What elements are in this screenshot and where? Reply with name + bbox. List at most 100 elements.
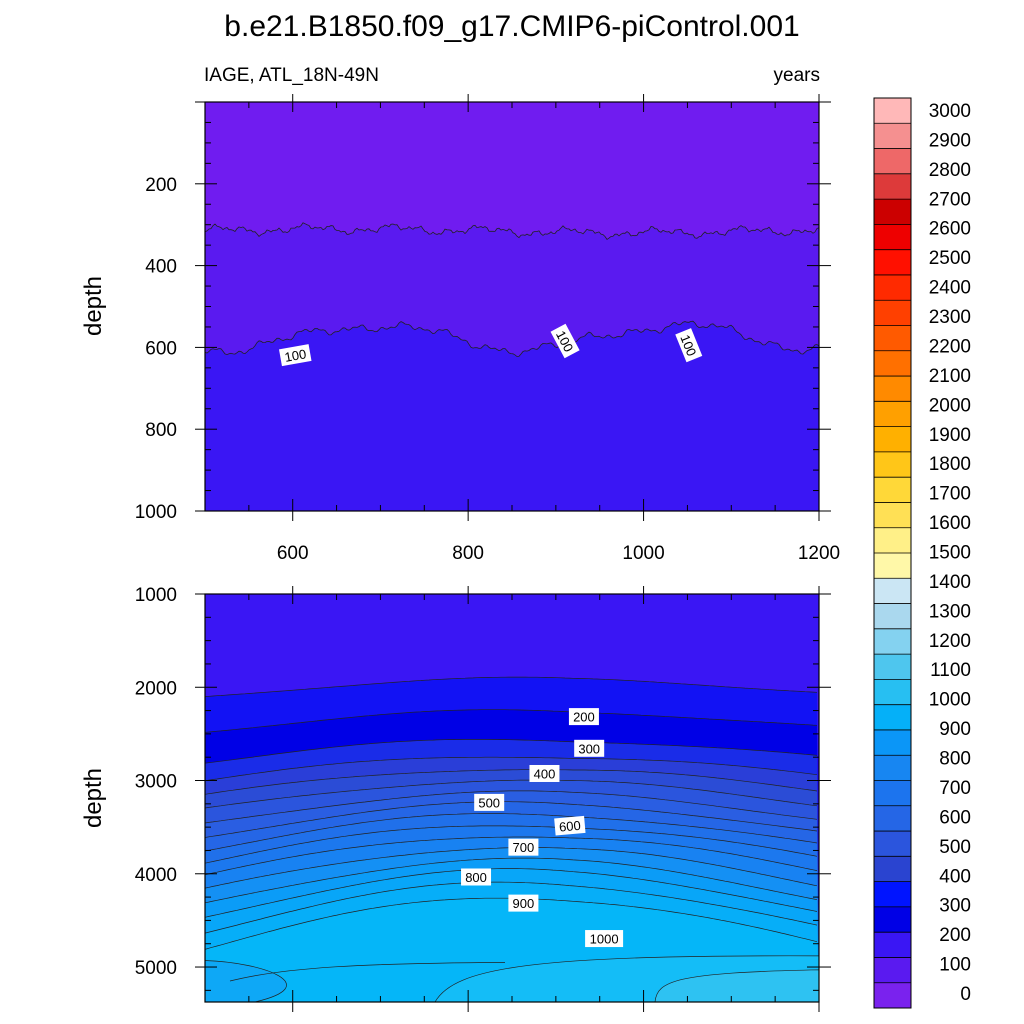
bottom-contour-line xyxy=(434,955,819,1002)
colorbar-label: 1200 xyxy=(929,631,971,652)
colorbar-swatch xyxy=(874,502,911,529)
bottom-contour-line xyxy=(205,790,818,824)
colorbar-label: 300 xyxy=(939,896,971,917)
bottom-contour-label-text: 600 xyxy=(558,818,581,835)
bottom-contour-label: 900 xyxy=(508,894,539,912)
bottom-contour-line xyxy=(205,881,818,934)
bottom-y-tick-label: 5000 xyxy=(135,958,177,979)
colorbar-label: 0 xyxy=(960,984,971,1005)
bottom-contour-label: 500 xyxy=(474,793,505,811)
colorbar-swatch xyxy=(874,603,911,630)
bottom-contour-label-bg xyxy=(554,815,586,836)
bottom-contour-label-bg xyxy=(461,868,492,886)
colorbar-swatch xyxy=(874,527,911,554)
colorbar-swatch xyxy=(874,325,911,352)
bottom-contour-line xyxy=(205,769,818,795)
colorbar-label: 500 xyxy=(939,837,971,858)
top-right-label: years xyxy=(774,65,820,86)
top-contour-label-bg xyxy=(550,323,580,359)
top-contour-label-bg xyxy=(675,328,703,363)
bottom-contour-label-bg xyxy=(474,793,505,811)
colorbar-swatch xyxy=(874,957,911,984)
colorbar-swatch xyxy=(874,831,911,857)
bottom-y-axis-label: depth xyxy=(80,768,107,828)
bottom-contour-label-bg xyxy=(574,739,605,757)
bottom-contour-line xyxy=(205,739,818,764)
colorbar-swatch xyxy=(874,553,911,579)
bottom-contour-label-bg xyxy=(568,708,599,726)
bottom-contour-label-bg xyxy=(508,838,539,856)
colorbar-label: 2500 xyxy=(929,248,971,269)
colorbar-label: 100 xyxy=(939,955,971,976)
bottom-contour-line xyxy=(205,709,818,733)
colorbar-swatch xyxy=(874,123,911,149)
bottom-contour-label-text: 400 xyxy=(534,766,556,781)
bottom-contour-line xyxy=(205,857,818,904)
bottom-contour-label-bg xyxy=(529,764,560,782)
top-contour-line xyxy=(204,320,820,357)
colorbar-frame xyxy=(873,97,912,1009)
colorbar-label: 800 xyxy=(939,749,971,770)
colorbar-swatch xyxy=(874,148,911,175)
colorbar-label: 1000 xyxy=(929,690,971,711)
colorbar-swatch xyxy=(874,401,911,428)
colorbar-label: 700 xyxy=(939,778,971,799)
bottom-contour-label: 400 xyxy=(529,764,560,782)
bottom-y-tick-label: 1000 xyxy=(135,585,177,606)
bottom-contour-line xyxy=(654,969,819,1002)
colorbar-swatch xyxy=(874,628,911,655)
top-x-tick-label: 1200 xyxy=(798,543,840,564)
top-left-label: IAGE, ATL_18N-49N xyxy=(204,65,379,86)
colorbar-swatch xyxy=(874,376,911,402)
colorbar-swatch xyxy=(874,173,911,200)
bottom-fill-900 xyxy=(205,960,287,1002)
colorbar-label: 1900 xyxy=(929,425,971,446)
panel-top: IAGE, ATL_18N-49N years 600 800 1000 1200 20… xyxy=(80,65,840,564)
colorbar-swatch xyxy=(874,249,911,276)
colorbar-label: 1600 xyxy=(929,513,971,534)
chart-title: b.e21.B1850.f09_g17.CMIP6-piControl.001 xyxy=(224,10,799,43)
colorbar-label: 2000 xyxy=(929,395,971,416)
bottom-contour-label-bg xyxy=(508,894,539,912)
top-x-tick-label: 1000 xyxy=(622,543,664,564)
colorbar-label: 2300 xyxy=(929,307,971,328)
colorbar-label: 1100 xyxy=(930,660,971,681)
colorbar: 0 100 200 300 400 500 600 700 800 900 1000 1100 1200… xyxy=(873,97,971,1009)
colorbar-swatch xyxy=(874,906,911,933)
colorbar-label: 1500 xyxy=(929,543,971,564)
colorbar-label: 2600 xyxy=(929,219,971,240)
colorbar-label: 1700 xyxy=(929,484,971,505)
colorbar-swatch xyxy=(874,729,911,756)
colorbar-label: 2700 xyxy=(929,189,971,210)
colorbar-swatch xyxy=(874,805,911,832)
colorbar-swatch xyxy=(874,755,911,781)
colorbar-label: 1800 xyxy=(929,454,971,475)
colorbar-swatch xyxy=(874,350,911,377)
colorbar-swatch xyxy=(874,932,911,958)
top-contour-label: 100 xyxy=(279,344,312,367)
bottom-contour-label-text: 500 xyxy=(478,795,500,810)
top-contour-label: 100 xyxy=(675,328,703,363)
top-contour-line xyxy=(204,222,820,240)
bottom-contour-line xyxy=(229,962,506,982)
bottom-contour-line xyxy=(205,836,818,876)
colorbar-swatch xyxy=(874,451,911,478)
colorbar-swatch xyxy=(874,780,911,807)
colorbar-label: 900 xyxy=(939,719,971,740)
bottom-contour-line xyxy=(205,676,818,697)
colorbar-label: 200 xyxy=(939,925,971,946)
bottom-contour-label-text: 700 xyxy=(513,840,535,855)
top-x-tick-label: 800 xyxy=(452,543,484,564)
colorbar-label: 2900 xyxy=(929,130,971,151)
colorbar-label: 400 xyxy=(939,866,971,887)
bottom-contour-label-text: 300 xyxy=(578,741,600,756)
bottom-contour-label-text: 1000 xyxy=(590,932,619,947)
bottom-contour-line xyxy=(205,756,818,782)
bottom-contour-label: 800 xyxy=(461,868,492,886)
colorbar-label: 600 xyxy=(939,807,971,828)
colorbar-swatch xyxy=(874,98,911,124)
colorbar-swatch xyxy=(874,704,911,731)
colorbar-label: 2100 xyxy=(929,366,971,387)
bottom-contour-line xyxy=(205,779,818,809)
bottom-contour-label: 1000 xyxy=(585,930,624,948)
